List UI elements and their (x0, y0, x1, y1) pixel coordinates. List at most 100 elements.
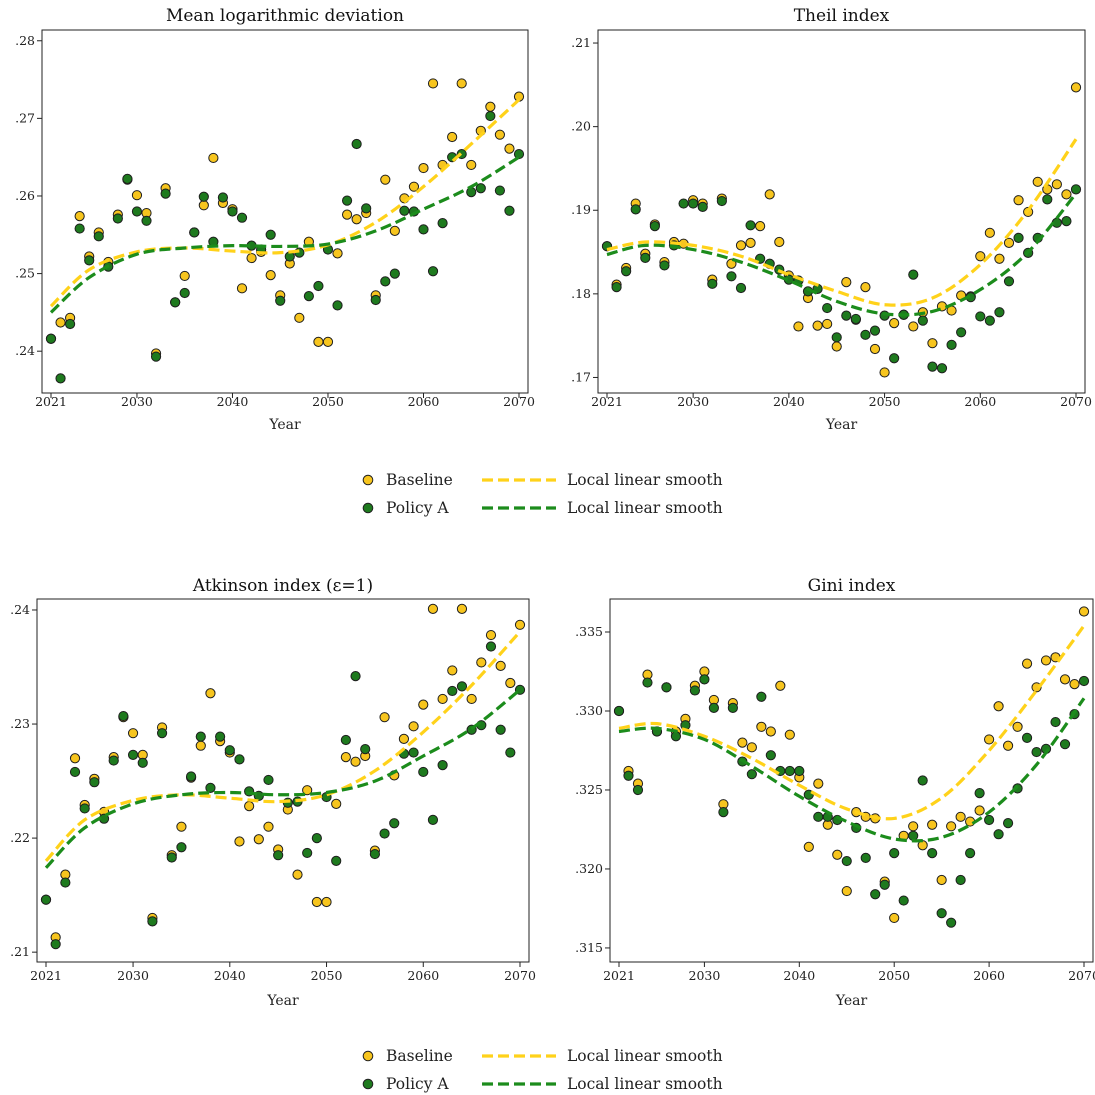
baseline-point (456, 78, 467, 89)
x-tick-label: 2021 (591, 394, 623, 409)
policy-point (389, 268, 400, 279)
x-tick-label: 2050 (312, 394, 344, 409)
policy-point (389, 818, 400, 829)
chart-atkinson-index: Atkinson index (ε=1) .21 .22 .23 .24 2021 2030… (10, 576, 536, 1009)
x-tick-label: 2060 (408, 394, 440, 409)
baseline-point (1032, 176, 1043, 187)
baseline-point (179, 270, 190, 282)
policy-point (341, 195, 353, 206)
baseline-point (831, 341, 842, 352)
baseline-point (195, 740, 206, 751)
policy-point (379, 828, 390, 839)
policy-point (661, 682, 672, 693)
policy-point (466, 187, 477, 198)
plot-frame (597, 29, 1086, 394)
policy-point (179, 287, 190, 299)
policy-point (649, 221, 660, 232)
policy-point (313, 280, 324, 292)
series-policy-points (40, 641, 526, 950)
legend-label-baseline: Baseline (386, 1047, 453, 1065)
baseline-point (69, 753, 81, 764)
x-axis-label: Year (825, 417, 858, 433)
policy-point (137, 757, 148, 768)
policy-point (993, 829, 1004, 840)
policy-point (841, 310, 852, 321)
policy-point (380, 276, 391, 287)
policy-point (697, 201, 708, 212)
plot-frame (609, 598, 1094, 963)
policy-point (156, 728, 168, 739)
policy-point (632, 784, 644, 796)
policy-point (361, 203, 372, 214)
baseline-point (485, 629, 497, 641)
baseline-point (246, 252, 257, 264)
baseline-point (1070, 82, 1082, 93)
baseline-point (322, 336, 334, 347)
policy-point (889, 848, 900, 859)
baseline-point (380, 174, 391, 185)
baseline-point (841, 885, 852, 897)
baseline-point (253, 834, 264, 845)
baseline-point (927, 338, 938, 349)
y-tick-label: .24 (10, 602, 30, 617)
policy-point (418, 766, 429, 778)
legend-top: Baseline Policy A Local linear smooth Lo… (362, 471, 723, 517)
baseline-point (74, 211, 85, 222)
policy-point (234, 754, 245, 765)
baseline-point (803, 841, 814, 852)
policy-point (65, 318, 76, 330)
policy-point (917, 315, 928, 326)
y-tick-label: .19 (571, 202, 591, 217)
policy-point (141, 215, 152, 226)
x-tick-label: 2050 (311, 968, 343, 983)
policy-point (994, 307, 1005, 318)
baseline-point (456, 603, 468, 614)
baseline-point (504, 143, 515, 154)
baseline-point (1002, 740, 1014, 751)
smooth-line-baseline (49, 98, 521, 308)
policy-point (630, 204, 641, 215)
policy-point (427, 814, 439, 825)
policy-point (1078, 675, 1090, 687)
policy-point (236, 212, 248, 223)
baseline-point (131, 190, 143, 201)
baseline-point (476, 657, 487, 668)
policy-point (946, 917, 957, 928)
x-tick-label: 2060 (973, 968, 1005, 983)
baseline-point (793, 321, 804, 332)
legend-label-smooth-policy: Local linear smooth (567, 1075, 723, 1093)
y-tick-label: .320 (575, 861, 603, 876)
x-tick-label: 2030 (677, 394, 709, 409)
policy-point (170, 297, 181, 308)
smooth-line-baseline (618, 624, 1086, 821)
baseline-point (505, 677, 516, 689)
policy-point (418, 224, 429, 235)
y-tick-label: .335 (575, 624, 603, 639)
policy-point (756, 691, 767, 702)
baseline-point (398, 733, 410, 744)
baseline-point (437, 693, 448, 705)
baseline-point (331, 798, 342, 809)
baseline-point (1003, 237, 1015, 248)
policy-point (350, 671, 361, 682)
policy-point (215, 731, 226, 742)
policy-point (1021, 732, 1033, 743)
y-tick-label: .23 (10, 716, 30, 731)
baseline-point (389, 225, 400, 236)
baseline-point (418, 699, 429, 710)
x-tick-label: 2050 (878, 968, 910, 983)
policy-point (485, 110, 496, 122)
policy-point (195, 731, 206, 742)
policy-point (504, 205, 515, 216)
policy-point (917, 775, 928, 786)
policy-point (678, 198, 689, 209)
y-tick-label: .27 (15, 110, 35, 125)
baseline-point (208, 152, 219, 164)
policy-point (908, 830, 919, 841)
x-tick-label: 2021 (35, 394, 67, 409)
policy-point (613, 705, 625, 717)
baseline-point (984, 227, 995, 238)
x-tick-label: 2030 (121, 394, 153, 409)
policy-point (55, 373, 66, 384)
baseline-point (205, 688, 216, 699)
